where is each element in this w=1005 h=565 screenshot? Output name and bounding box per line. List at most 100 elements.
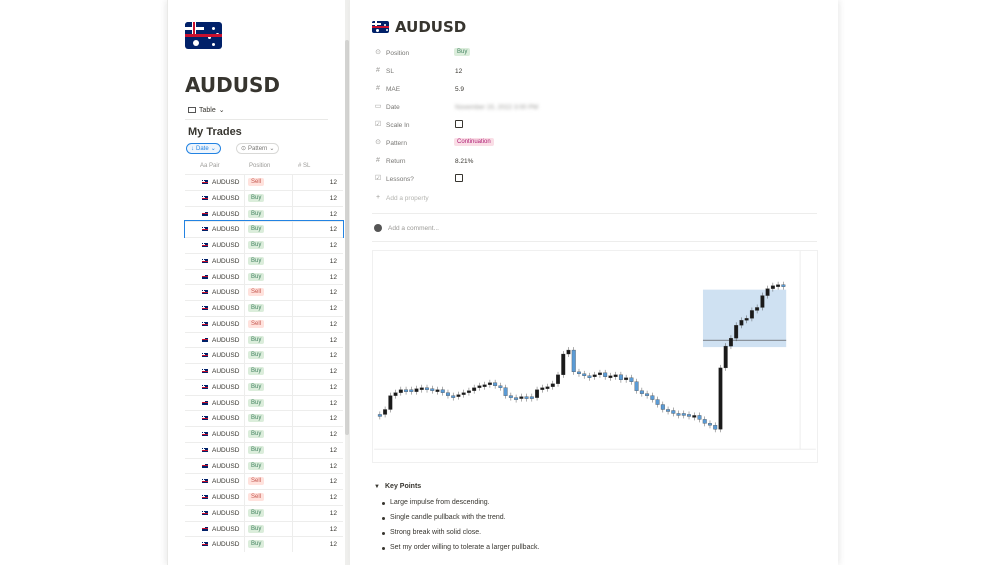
pair-cell[interactable]: AUDUSD bbox=[212, 257, 240, 265]
pair-cell[interactable]: AUDUSD bbox=[212, 289, 240, 297]
pair-cell[interactable]: AUDUSD bbox=[212, 525, 240, 533]
position-tag[interactable]: Buy bbox=[248, 225, 265, 234]
pair-cell[interactable]: AUDUSD bbox=[212, 273, 240, 281]
sl-cell[interactable]: 12 bbox=[329, 179, 337, 186]
position-tag[interactable]: Sell bbox=[248, 288, 265, 297]
sl-cell[interactable]: 12 bbox=[329, 320, 337, 328]
table-row[interactable]: AUDUSD Buy 12 bbox=[185, 520, 343, 537]
position-tag[interactable]: Sell bbox=[248, 477, 265, 486]
position-tag[interactable]: Buy bbox=[248, 461, 265, 470]
property-date[interactable]: ▭ Date November 15, 2022 3:00 PM bbox=[374, 102, 814, 114]
pair-cell[interactable]: AUDUSD bbox=[212, 446, 240, 454]
scale-in-checkbox[interactable] bbox=[455, 120, 463, 128]
table-row[interactable]: AUDUSD Buy 12 bbox=[185, 347, 343, 363]
sl-cell[interactable]: 12 bbox=[329, 494, 337, 501]
pair-cell[interactable]: AUDUSD bbox=[212, 352, 240, 360]
table-row[interactable]: AUDUSD Buy 12 bbox=[185, 426, 343, 442]
position-tag[interactable]: Buy bbox=[248, 414, 265, 423]
sl-cell[interactable]: 12 bbox=[329, 352, 337, 360]
sl-cell[interactable]: 12 bbox=[329, 509, 337, 517]
scrollbar[interactable] bbox=[345, 0, 350, 565]
property-lessons[interactable]: ☑ Lessons? bbox=[374, 174, 814, 186]
position-tag[interactable]: Buy bbox=[248, 382, 265, 391]
sl-cell[interactable]: 12 bbox=[329, 289, 337, 297]
table-row[interactable]: AUDUSD Buy 12 bbox=[185, 363, 343, 379]
table-row[interactable]: AUDUSD Buy 12 bbox=[185, 252, 343, 269]
property-return[interactable]: # Return 8.21% bbox=[374, 156, 814, 168]
sl-cell[interactable]: 12 bbox=[329, 446, 337, 454]
pair-cell[interactable]: AUDUSD bbox=[212, 226, 240, 234]
sl-cell[interactable]: 12 bbox=[329, 525, 337, 533]
position-tag[interactable]: Buy bbox=[248, 272, 265, 281]
position-tag[interactable]: Buy bbox=[248, 351, 265, 360]
pair-cell[interactable]: AUDUSD bbox=[212, 305, 240, 312]
sl-cell[interactable]: 12 bbox=[329, 383, 337, 391]
sl-cell[interactable]: 12 bbox=[329, 336, 337, 344]
sl-cell[interactable]: 12 bbox=[329, 541, 337, 549]
table-row[interactable]: AUDUSD Buy 12 bbox=[185, 504, 343, 521]
return-value[interactable]: 8.21% bbox=[455, 158, 474, 165]
pair-cell[interactable]: AUDUSD bbox=[212, 336, 240, 344]
pair-cell[interactable]: AUDUSD bbox=[212, 242, 240, 249]
pair-cell[interactable]: AUDUSD bbox=[212, 210, 240, 218]
table-row[interactable]: AUDUSD Buy 12 bbox=[185, 410, 343, 426]
table-row[interactable]: AUDUSD Buy 12 bbox=[185, 205, 343, 222]
property-sl[interactable]: # SL 12 bbox=[374, 66, 814, 78]
table-row[interactable]: AUDUSD Sell 12 bbox=[185, 473, 343, 489]
position-tag[interactable]: Buy bbox=[248, 430, 265, 438]
sl-cell[interactable]: 12 bbox=[329, 431, 337, 438]
pair-cell[interactable]: AUDUSD bbox=[212, 415, 240, 423]
table-row[interactable]: AUDUSD Buy 12 bbox=[185, 441, 343, 458]
table-row[interactable]: AUDUSD Buy 12 bbox=[185, 331, 343, 348]
date-filter-chip[interactable]: ↓ Date ⌄ bbox=[186, 143, 221, 154]
sl-cell[interactable]: 12 bbox=[329, 399, 337, 407]
pair-cell[interactable]: AUDUSD bbox=[212, 509, 240, 517]
table-row[interactable]: AUDUSD Sell 12 bbox=[185, 315, 343, 332]
pair-cell[interactable]: AUDUSD bbox=[212, 462, 240, 470]
sl-cell[interactable]: 12 bbox=[329, 257, 337, 265]
scrollbar-thumb[interactable] bbox=[345, 40, 349, 435]
sl-cell[interactable]: 12 bbox=[329, 368, 337, 375]
date-value[interactable]: November 15, 2022 3:00 PM bbox=[455, 104, 539, 111]
sl-cell[interactable]: 12 bbox=[329, 210, 337, 218]
pair-cell[interactable]: AUDUSD bbox=[212, 194, 240, 202]
position-tag[interactable]: Buy bbox=[248, 524, 265, 533]
add-property-button[interactable]: + Add a property bbox=[374, 193, 814, 205]
property-position[interactable]: ⊙ Position Buy bbox=[374, 48, 814, 60]
pair-cell[interactable]: AUDUSD bbox=[212, 494, 240, 501]
column-header-position[interactable]: Position bbox=[249, 163, 271, 169]
property-pattern[interactable]: ⊙ Pattern Continuation bbox=[374, 138, 814, 150]
sl-cell[interactable]: 12 bbox=[329, 462, 337, 470]
sl-cell[interactable]: 12 bbox=[329, 194, 337, 202]
position-tag[interactable]: Buy bbox=[248, 304, 265, 312]
position-tag[interactable]: Buy bbox=[248, 256, 265, 265]
column-header-sl[interactable]: # SL bbox=[298, 163, 311, 169]
table-row[interactable]: AUDUSD Buy 12 bbox=[185, 189, 343, 206]
table-row[interactable]: AUDUSD Sell 12 bbox=[185, 489, 343, 505]
position-tag[interactable]: Buy bbox=[248, 398, 265, 407]
pair-cell[interactable]: AUDUSD bbox=[212, 368, 240, 375]
pair-cell[interactable]: AUDUSD bbox=[212, 431, 240, 438]
pair-cell[interactable]: AUDUSD bbox=[212, 478, 240, 486]
property-scale-in[interactable]: ☑ Scale In bbox=[374, 120, 814, 132]
pair-cell[interactable]: AUDUSD bbox=[212, 541, 240, 549]
sl-cell[interactable]: 12 bbox=[329, 415, 337, 423]
position-tag[interactable]: Buy bbox=[454, 48, 471, 56]
table-row[interactable]: AUDUSD Buy 12 bbox=[185, 300, 343, 316]
table-row[interactable]: AUDUSD Sell 12 bbox=[185, 284, 343, 300]
position-tag[interactable]: Buy bbox=[248, 508, 265, 517]
sl-value[interactable]: 12 bbox=[455, 68, 463, 75]
pair-cell[interactable]: AUDUSD bbox=[212, 383, 240, 391]
table-row[interactable]: AUDUSD Buy 12 bbox=[185, 536, 343, 552]
position-tag[interactable]: Buy bbox=[248, 335, 265, 344]
mae-value[interactable]: 5.9 bbox=[455, 86, 465, 93]
sl-cell[interactable]: 12 bbox=[329, 242, 337, 249]
table-row[interactable]: AUDUSD Buy 12 bbox=[184, 220, 344, 238]
sl-cell[interactable]: 12 bbox=[329, 478, 337, 486]
sl-cell[interactable]: 12 bbox=[329, 305, 337, 312]
table-row[interactable]: AUDUSD Buy 12 bbox=[185, 268, 343, 285]
position-tag[interactable]: Buy bbox=[248, 193, 265, 202]
pair-cell[interactable]: AUDUSD bbox=[212, 399, 240, 407]
column-header-pair[interactable]: Aa Pair bbox=[200, 163, 220, 169]
position-tag[interactable]: Sell bbox=[248, 178, 265, 186]
